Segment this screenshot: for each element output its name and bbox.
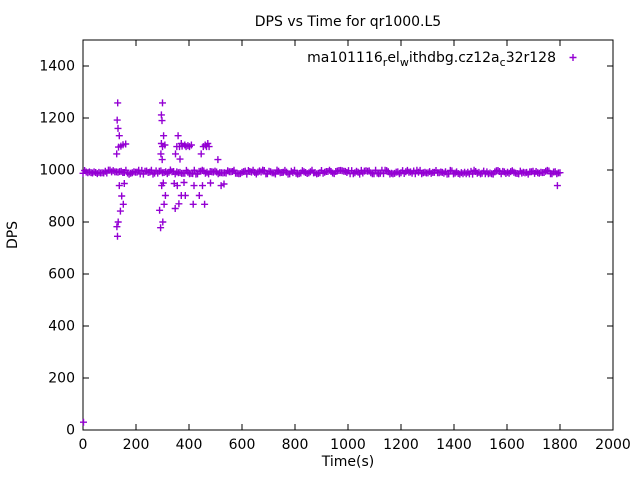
x-tick-label: 200 bbox=[123, 437, 150, 453]
x-axis-label: Time(s) bbox=[321, 454, 374, 470]
x-tick-label: 1200 bbox=[383, 437, 419, 453]
plot-border bbox=[82, 39, 614, 431]
x-tick-label: 2000 bbox=[595, 437, 631, 453]
y-tick-label: 800 bbox=[48, 215, 75, 231]
x-tick-label: 600 bbox=[229, 437, 256, 453]
y-tick-label: 0 bbox=[66, 423, 75, 439]
y-tick-label: 1000 bbox=[39, 163, 75, 179]
x-tick-label: 1800 bbox=[542, 437, 578, 453]
y-tick-label: 600 bbox=[48, 267, 75, 283]
x-tick-label: 400 bbox=[176, 437, 203, 453]
x-tick-label: 1000 bbox=[330, 437, 366, 453]
y-tick-label: 200 bbox=[48, 371, 75, 387]
y-tick-label: 1400 bbox=[39, 59, 75, 75]
x-tick-label: 1600 bbox=[489, 437, 525, 453]
x-tick-label: 800 bbox=[282, 437, 309, 453]
legend-label: ma101116relwithdbg.cz12ac32r128 bbox=[307, 50, 556, 69]
x-tick-label: 0 bbox=[79, 437, 88, 453]
y-tick-label: 1200 bbox=[39, 111, 75, 127]
x-tick-label: 1400 bbox=[436, 437, 472, 453]
chart-title: DPS vs Time for qr1000.L5 bbox=[255, 14, 441, 30]
y-tick-label: 400 bbox=[48, 319, 75, 335]
y-axis-label: DPS bbox=[5, 221, 21, 249]
data-points bbox=[79, 99, 564, 426]
legend-marker-icon bbox=[569, 54, 577, 61]
legend: ma101116relwithdbg.cz12ac32r128 bbox=[307, 50, 577, 69]
plot-area: 0 200 400 600 800 1000 1200 1400 1600 1800 2000 0 20… bbox=[39, 39, 631, 453]
